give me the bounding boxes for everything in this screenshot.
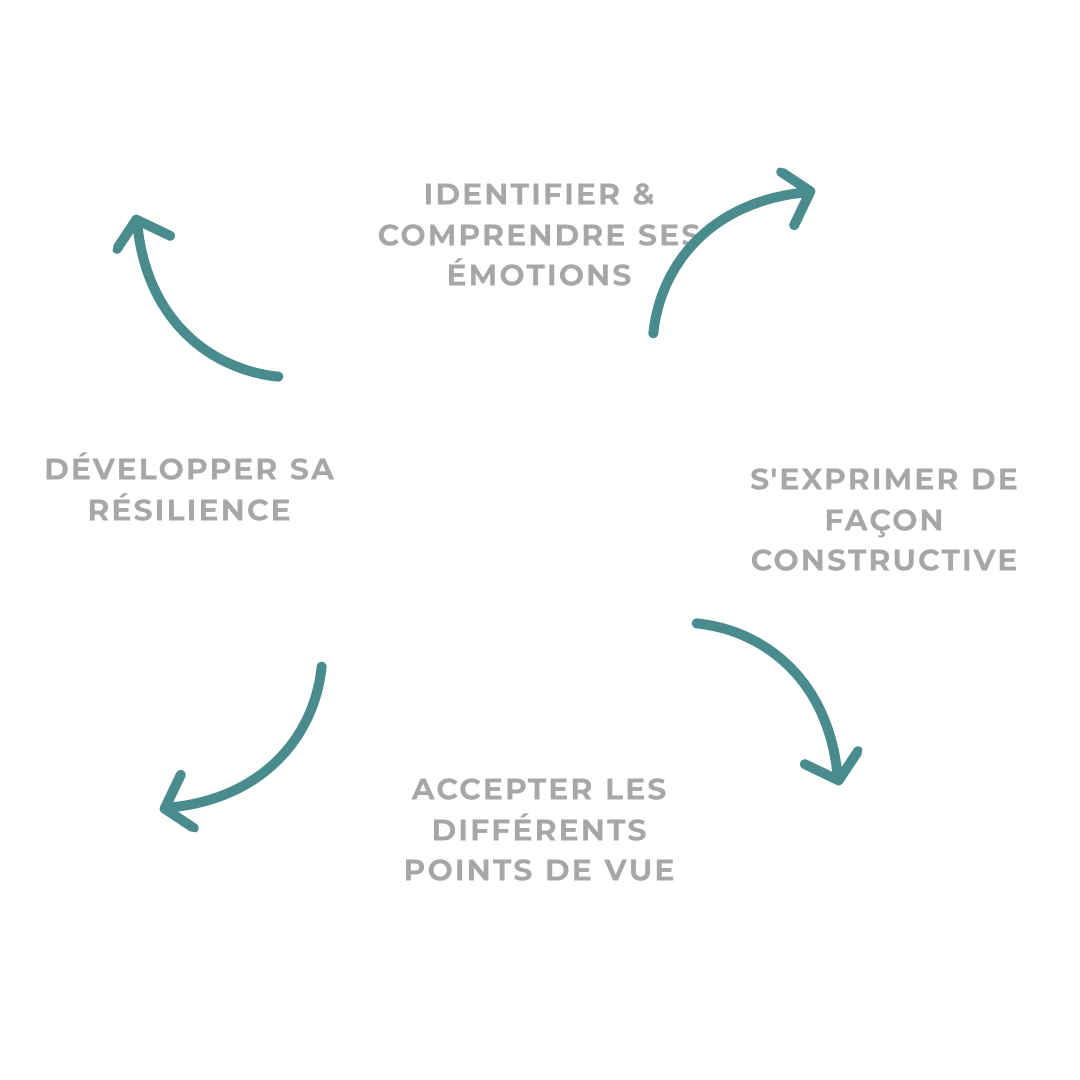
node-line: POINTS DE VUE bbox=[404, 851, 677, 888]
node-line: S'EXPRIMER DE bbox=[750, 460, 1020, 497]
cycle-arrow-left-top bbox=[93, 148, 348, 403]
node-line: DÉVELOPPER SA bbox=[44, 451, 336, 488]
cycle-node-right: S'EXPRIMER DE FAÇON CONSTRUCTIVE bbox=[720, 459, 1050, 581]
cycle-node-bottom: ACCEPTER LES DIFFÉRENTS POINTS DE VUE bbox=[360, 769, 720, 891]
node-line: FAÇON bbox=[824, 501, 945, 538]
cycle-arrow-bottom-left bbox=[93, 598, 348, 853]
node-line: CONSTRUCTIVE bbox=[751, 541, 1020, 578]
node-line: RÉSILIENCE bbox=[87, 491, 292, 528]
node-line: COMPRENDRE SES bbox=[378, 216, 703, 253]
node-line: ACCEPTER LES bbox=[412, 770, 669, 807]
cycle-diagram: IDENTIFIER & COMPRENDRE SES ÉMOTIONS S'E… bbox=[0, 0, 1080, 1080]
node-line: ÉMOTIONS bbox=[447, 256, 634, 293]
node-line: DIFFÉRENTS bbox=[431, 811, 648, 848]
node-line: IDENTIFIER & bbox=[424, 175, 657, 212]
cycle-node-left: DÉVELOPPER SA RÉSILIENCE bbox=[25, 450, 355, 531]
cycle-node-top: IDENTIFIER & COMPRENDRE SES ÉMOTIONS bbox=[325, 174, 755, 296]
